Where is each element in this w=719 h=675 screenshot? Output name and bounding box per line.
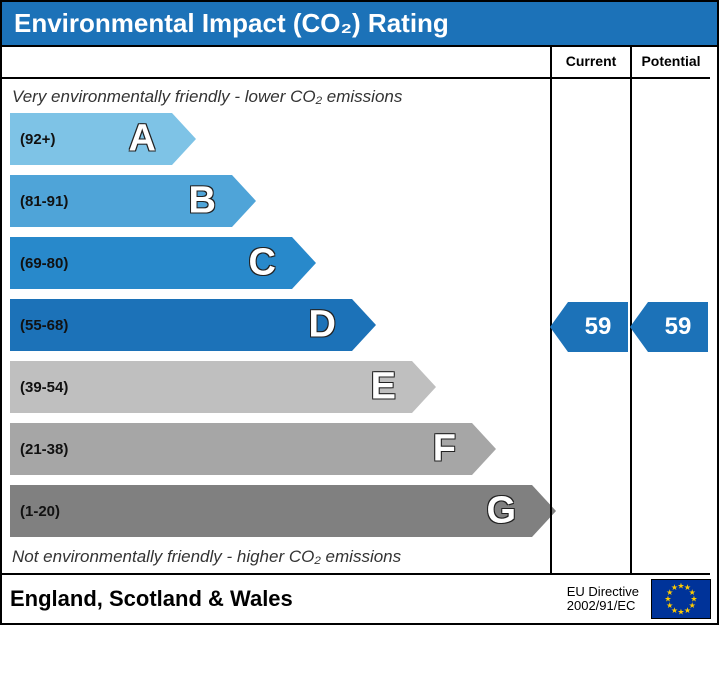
eu-flag-icon: ★★★★★★★★★★★★ — [651, 579, 711, 619]
band-bar-c: (69-80) C — [10, 237, 292, 289]
band-bar-a: (92+) A — [10, 113, 172, 165]
title-bar: Environmental Impact (CO₂) Rating — [2, 2, 717, 45]
directive-line2: 2002/91/EC — [567, 598, 636, 613]
content-grid: Current Potential Very environmentally f… — [2, 45, 717, 575]
band-row-f: (21-38) F — [10, 421, 550, 477]
epc-rating-card: Environmental Impact (CO₂) Rating Curren… — [0, 0, 719, 625]
band-chevron-d — [352, 299, 376, 351]
band-chevron-f — [472, 423, 496, 475]
region-text: England, Scotland & Wales — [10, 586, 559, 612]
band-letter-a: A — [129, 118, 156, 161]
band-row-b: (81-91) B — [10, 173, 550, 229]
band-letter-c: C — [249, 242, 276, 285]
potential-value: 59 — [665, 313, 692, 341]
band-bar-b: (81-91) B — [10, 175, 232, 227]
eu-star-icon: ★ — [677, 608, 684, 617]
band-range-a: (92+) — [10, 131, 55, 148]
band-bar-e: (39-54) E — [10, 361, 412, 413]
band-range-e: (39-54) — [10, 379, 68, 396]
band-row-e: (39-54) E — [10, 359, 550, 415]
band-chevron-b — [232, 175, 256, 227]
band-range-d: (55-68) — [10, 317, 68, 334]
potential-column: 59 — [630, 79, 710, 575]
band-row-a: (92+) A — [10, 111, 550, 167]
eu-star-icon: ★ — [671, 583, 678, 592]
header-current: Current — [550, 47, 630, 79]
band-bar-g: (1-20) G — [10, 485, 532, 537]
bands-chart: Very environmentally friendly - lower CO… — [2, 79, 550, 575]
band-range-f: (21-38) — [10, 441, 68, 458]
band-range-b: (81-91) — [10, 193, 68, 210]
band-letter-b: B — [189, 180, 216, 223]
band-chevron-c — [292, 237, 316, 289]
band-chevron-a — [172, 113, 196, 165]
bottom-description: Not environmentally friendly - higher CO… — [10, 545, 550, 571]
current-column: 59 — [550, 79, 630, 575]
band-letter-f: F — [433, 428, 456, 471]
top-description: Very environmentally friendly - lower CO… — [10, 85, 550, 111]
band-row-c: (69-80) C — [10, 235, 550, 291]
directive-text: EU Directive 2002/91/EC — [567, 585, 643, 614]
band-bar-f: (21-38) F — [10, 423, 472, 475]
band-range-c: (69-80) — [10, 255, 68, 272]
band-chevron-e — [412, 361, 436, 413]
band-bar-d: (55-68) D — [10, 299, 352, 351]
band-letter-g: G — [486, 490, 516, 533]
title-text: Environmental Impact (CO₂) Rating — [14, 8, 449, 38]
band-letter-d: D — [309, 304, 336, 347]
header-potential: Potential — [630, 47, 710, 79]
current-pointer: 59 — [568, 302, 628, 352]
potential-pointer: 59 — [648, 302, 708, 352]
eu-star-icon: ★ — [684, 606, 691, 615]
current-value: 59 — [585, 313, 612, 341]
header-blank — [2, 47, 550, 79]
directive-line1: EU Directive — [567, 584, 639, 599]
footer: England, Scotland & Wales EU Directive 2… — [2, 575, 717, 623]
band-row-g: (1-20) G — [10, 483, 550, 539]
band-letter-e: E — [371, 366, 396, 409]
band-range-g: (1-20) — [10, 503, 60, 520]
band-row-d: (55-68) D — [10, 297, 550, 353]
